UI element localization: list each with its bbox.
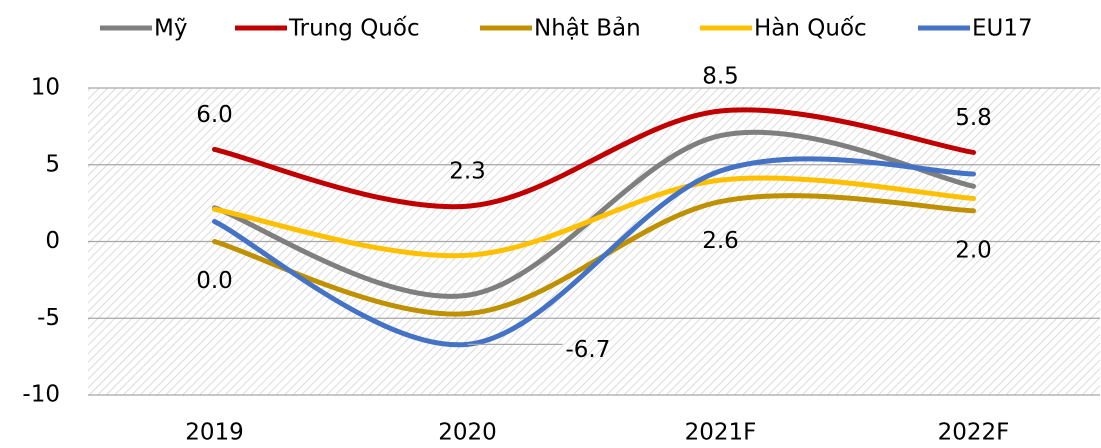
data-label: 0.0 xyxy=(196,268,233,294)
data-label: 2.0 xyxy=(955,237,992,263)
data-label: 2.6 xyxy=(702,228,739,254)
legend-label: EU17 xyxy=(972,16,1033,42)
legend-label: Trung Quốc xyxy=(288,16,420,42)
y-tick-label: 5 xyxy=(45,151,60,177)
x-tick-label: 2022F xyxy=(938,420,1010,446)
data-label: 5.8 xyxy=(955,105,992,131)
line-series xyxy=(212,107,976,210)
y-tick-label: -5 xyxy=(37,305,60,331)
line-series xyxy=(212,156,976,348)
x-tick-label: 2019 xyxy=(185,420,244,446)
data-label: -6.7 xyxy=(566,337,611,363)
legend-label: Mỹ xyxy=(154,16,187,42)
line-series xyxy=(212,175,976,259)
legend-label: Nhật Bản xyxy=(534,16,641,42)
data-label: 8.5 xyxy=(702,64,739,90)
line-series xyxy=(212,193,976,317)
x-tick-label: 2021F xyxy=(685,420,757,446)
y-tick-label: 10 xyxy=(31,75,60,101)
data-label: 6.0 xyxy=(196,102,233,128)
legend-label: Hàn Quốc xyxy=(754,16,867,42)
data-label: 2.3 xyxy=(449,159,486,185)
x-tick-label: 2020 xyxy=(438,420,497,446)
y-tick-label: 0 xyxy=(45,228,60,254)
y-tick-label: -10 xyxy=(22,382,60,408)
